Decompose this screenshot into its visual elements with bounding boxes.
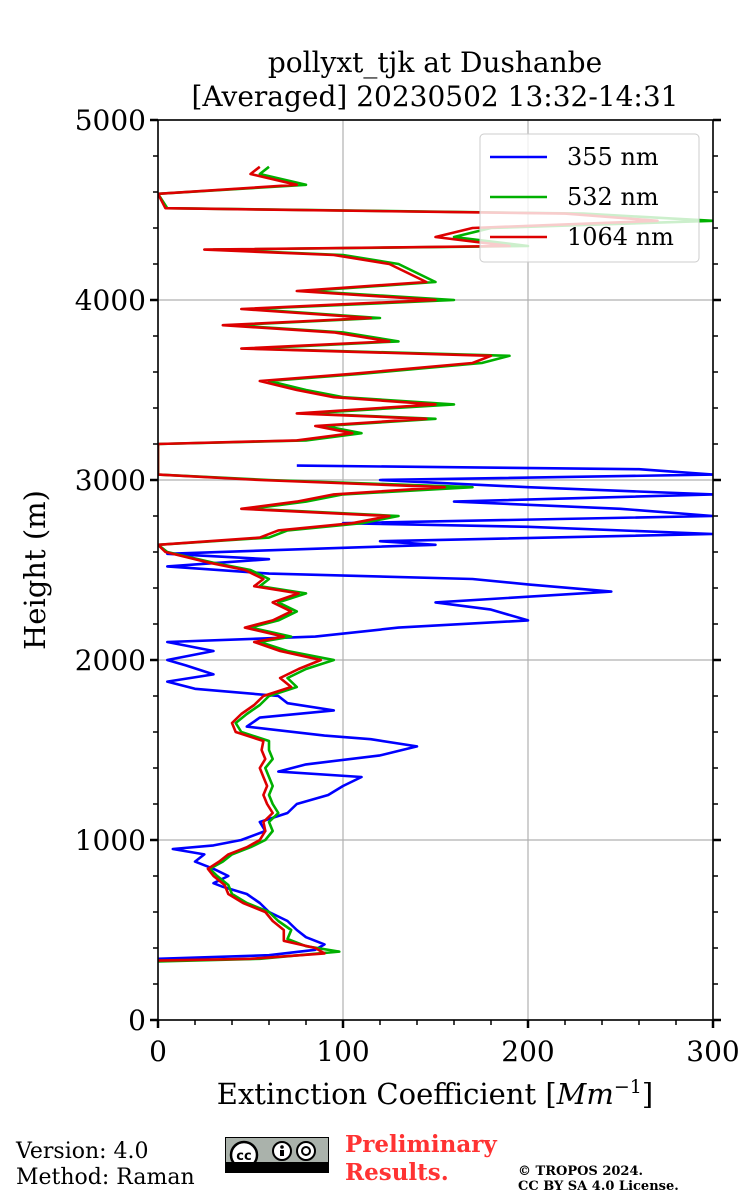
- version-method-info: Version: 4.0 Method: Raman: [16, 1139, 195, 1191]
- by-person-body: [280, 1150, 284, 1156]
- series-line-532-nm: [158, 165, 713, 963]
- x-axis-label-close: ]: [642, 1077, 653, 1111]
- y-tick-label: 3000: [75, 464, 146, 497]
- preliminary-line-1: Preliminary: [345, 1131, 497, 1158]
- x-axis-label-exponent: −1: [614, 1076, 642, 1098]
- series-line-1064-nm: [158, 165, 659, 962]
- preliminary-line-2: Results.: [345, 1159, 449, 1186]
- x-axis-label: Extinction Coefficient [Mm−1]: [217, 1076, 653, 1111]
- chart-title-line-2: [Averaged] 20230502 13:32-14:31: [192, 80, 679, 113]
- copyright-line-1: © TROPOS 2024.: [518, 1164, 644, 1179]
- cc-icon-letters: cc: [236, 1149, 251, 1164]
- x-tick-label: 0: [149, 1035, 167, 1068]
- copyright-line-2: CC BY SA 4.0 License.: [518, 1179, 679, 1194]
- method-text: Method: Raman: [16, 1165, 195, 1190]
- preliminary-notice: Preliminary Results.: [345, 1131, 497, 1187]
- series-line-355-nm: [158, 464, 713, 961]
- by-person-head: [280, 1145, 284, 1149]
- version-text: Version: 4.0: [16, 1139, 149, 1164]
- y-tick-label: 0: [128, 1004, 146, 1037]
- x-tick-label: 300: [686, 1035, 739, 1068]
- y-tick-label: 2000: [75, 644, 146, 677]
- copyright-notice: © TROPOS 2024. CC BY SA 4.0 License.: [518, 1164, 679, 1194]
- legend-label-355: 355 nm: [567, 143, 659, 171]
- axis-ticks: [150, 118, 721, 1028]
- y-tick-label: 4000: [75, 284, 146, 317]
- legend-box: [479, 133, 700, 263]
- x-tick-label: 200: [501, 1035, 554, 1068]
- legend: 355 nm 532 nm 1064 nm: [479, 133, 700, 263]
- x-axis-label-unit: Mm: [556, 1077, 614, 1111]
- sa-share-arrow-icon: [301, 1146, 311, 1156]
- x-tick-label: 100: [316, 1035, 369, 1068]
- y-tick-label: 5000: [75, 104, 146, 137]
- y-tick-label: 1000: [75, 824, 146, 857]
- x-axis-label-main: Extinction Coefficient [: [217, 1077, 557, 1111]
- cc-badge-bar: [226, 1162, 328, 1172]
- plot-frame: [157, 119, 714, 1021]
- y-axis-label: Height (m): [18, 490, 52, 650]
- legend-label-1064: 1064 nm: [567, 223, 674, 251]
- cc-badge-graphic: cc BY SA: [229, 1140, 316, 1172]
- sa-share-icon: [296, 1141, 316, 1161]
- chart-title-line-1: pollyxt_tjk at Dushanbe: [268, 46, 602, 79]
- cc-license-badge: cc BY SA: [225, 1137, 329, 1173]
- legend-label-532: 532 nm: [567, 183, 659, 211]
- series-layer: [158, 165, 713, 963]
